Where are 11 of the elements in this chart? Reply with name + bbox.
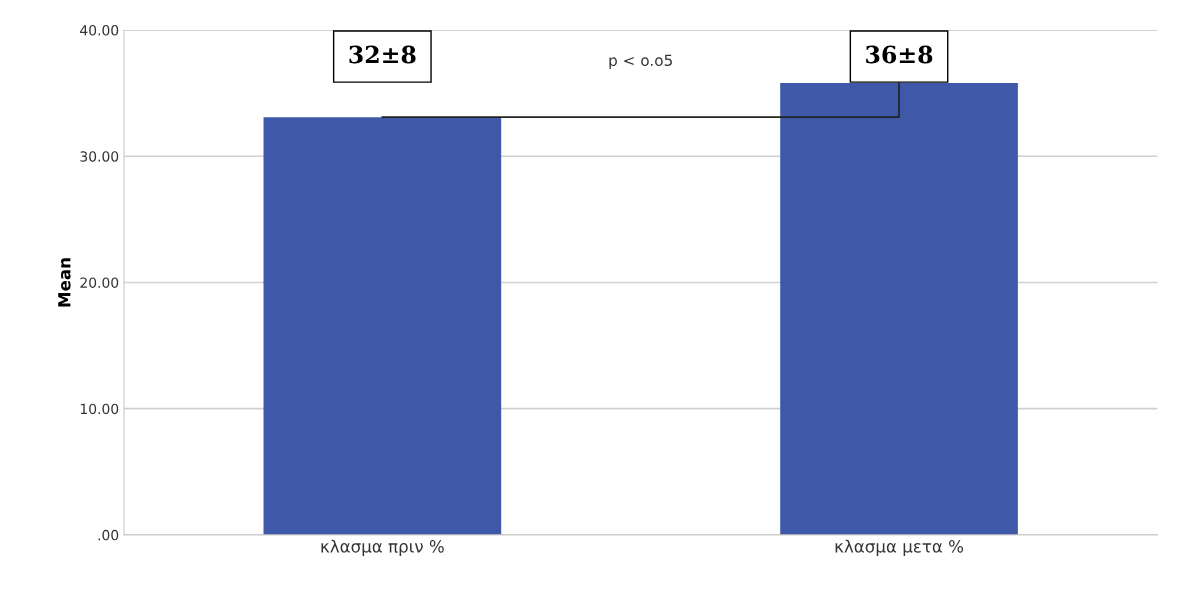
y-tick-label: .00 — [98, 529, 119, 541]
annotation: 36±8 — [866, 45, 933, 64]
annotation: p < o.o5 — [609, 54, 672, 69]
y-tick-label: 10.00 — [80, 403, 119, 415]
x-tick-label: κλασμα μετα % — [835, 539, 964, 556]
y-tick-label: 30.00 — [80, 151, 119, 162]
x-tick-label: κλασμα πριν % — [321, 539, 444, 556]
y-tick-label: 20.00 — [80, 277, 119, 288]
annotation: 32±8 — [349, 45, 416, 64]
y-tick-label: 40.00 — [80, 25, 119, 36]
y-axis-title: Mean — [58, 258, 71, 307]
